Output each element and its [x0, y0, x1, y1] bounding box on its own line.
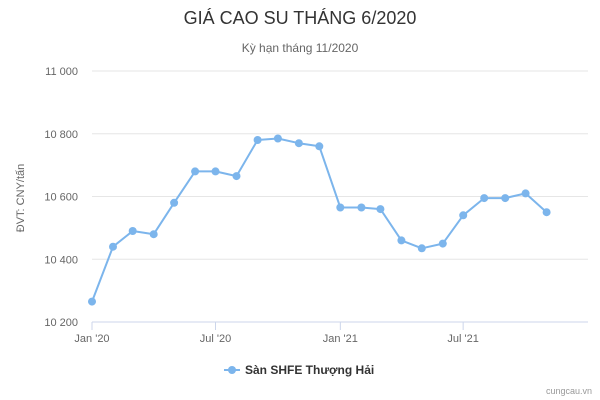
data-point[interactable] — [294, 139, 303, 148]
gridlines — [92, 70, 588, 260]
x-tick-label: Jul '21 — [447, 333, 478, 345]
x-tick-label: Jul '20 — [200, 333, 231, 345]
x-axis: Jan '20 Jul '20 Jan '21 Jul '21 — [74, 321, 588, 345]
data-point[interactable] — [109, 242, 117, 251]
data-point[interactable] — [438, 239, 447, 248]
x-tick-label: Jan '20 — [74, 333, 109, 345]
credit-text[interactable]: cungcau.vn — [546, 386, 592, 396]
data-point[interactable] — [542, 208, 551, 217]
data-point[interactable] — [417, 244, 426, 253]
data-point[interactable] — [273, 134, 282, 143]
y-tick-label: 10 200 — [44, 317, 78, 329]
y-axis-label: ĐVT: CNY/tấn — [15, 164, 27, 232]
data-point[interactable] — [336, 203, 345, 212]
data-point[interactable] — [397, 236, 406, 245]
data-point[interactable] — [357, 203, 366, 212]
y-tick-label: 10 800 — [44, 129, 78, 141]
data-point[interactable] — [315, 142, 324, 151]
y-axis-ticks: 10 200 10 400 10 600 10 800 11 000 — [44, 66, 78, 329]
y-tick-label: 11 000 — [45, 66, 78, 78]
data-point[interactable] — [501, 194, 510, 203]
chart-title: GIÁ CAO SU THÁNG 6/2020 — [184, 8, 417, 28]
legend-item-label: Sàn SHFE Thượng Hải — [245, 363, 374, 377]
chart-subtitle: Kỳ hạn tháng 11/2020 — [242, 41, 359, 55]
data-point[interactable] — [149, 230, 158, 239]
data-point[interactable] — [480, 194, 489, 203]
series-line — [91, 137, 548, 302]
y-tick-label: 10 400 — [44, 254, 78, 266]
data-point[interactable] — [232, 172, 241, 181]
x-tick-label: Jan '21 — [323, 333, 358, 345]
y-tick-label: 10 600 — [44, 192, 78, 204]
data-point[interactable] — [170, 198, 179, 207]
series-layer — [88, 134, 551, 306]
data-point[interactable] — [376, 205, 385, 214]
data-point[interactable] — [191, 167, 200, 176]
data-point[interactable] — [211, 167, 220, 176]
data-point[interactable] — [253, 136, 262, 144]
data-point[interactable] — [88, 297, 96, 306]
data-point[interactable] — [521, 189, 530, 198]
legend-marker-icon — [228, 366, 236, 374]
legend[interactable]: Sàn SHFE Thượng Hải — [224, 363, 374, 377]
data-point[interactable] — [128, 227, 137, 235]
data-point[interactable] — [459, 211, 468, 220]
